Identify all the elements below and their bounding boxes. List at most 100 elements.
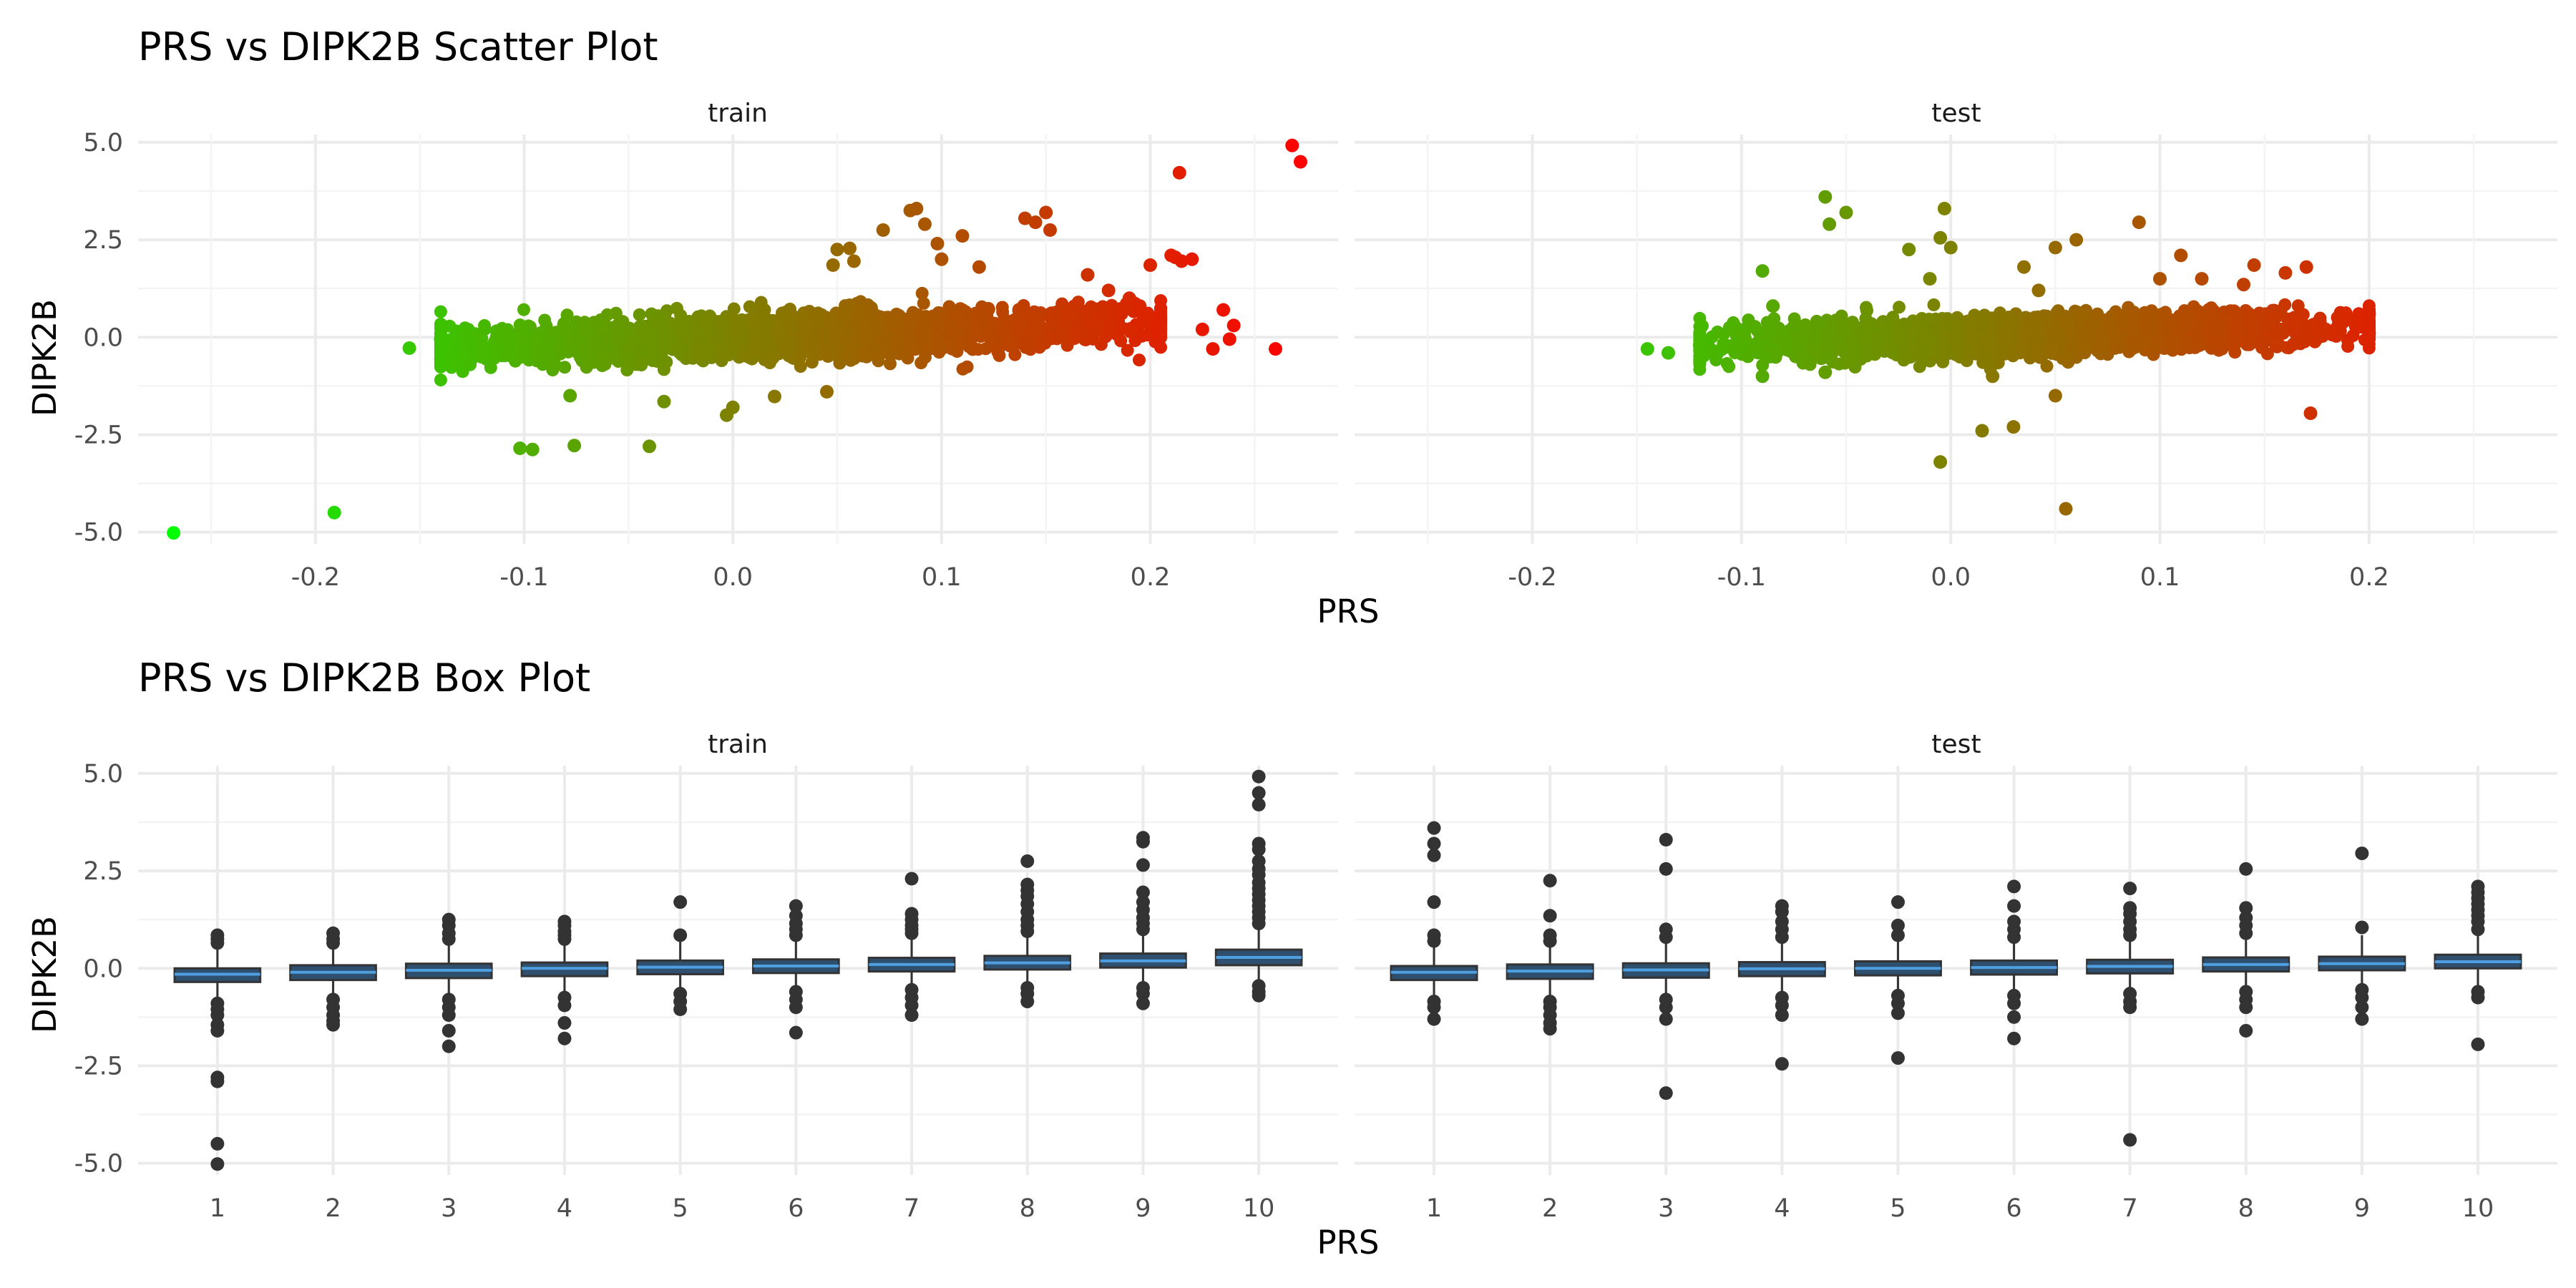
- y-tick-label: 0.0: [83, 955, 123, 983]
- x-tick-label: -0.2: [1508, 563, 1556, 592]
- scatter-point: [1993, 344, 2006, 358]
- box-train-y-ticks: 5.02.50.0-2.5-5.0: [74, 760, 123, 1179]
- scatter-point: [915, 286, 929, 300]
- scatter-point: [839, 299, 852, 313]
- scatter-point: [1755, 369, 1770, 384]
- scatter-point: [1087, 326, 1101, 339]
- scatter-point: [847, 254, 861, 268]
- box-outlier: [1252, 988, 1266, 1002]
- box-outlier: [2007, 1031, 2021, 1045]
- scatter-point: [1979, 356, 1993, 369]
- x-tick-label: 4: [1774, 1194, 1790, 1223]
- scatter-point: [1800, 323, 1813, 337]
- scatter-x-axis-title: PRS: [1317, 592, 1380, 630]
- scatter-point: [1084, 300, 1098, 313]
- scatter-point: [2177, 304, 2191, 318]
- box-outlier: [2239, 862, 2253, 876]
- scatter-point: [2051, 304, 2065, 318]
- scatter-point: [1787, 321, 1800, 334]
- scatter-point: [2362, 341, 2376, 355]
- scatter-point: [600, 308, 614, 321]
- scatter-point: [882, 346, 896, 360]
- box-outlier: [326, 1018, 341, 1032]
- scatter-point: [2303, 406, 2318, 420]
- scatter-point: [1734, 338, 1747, 351]
- scatter-point: [991, 345, 1005, 358]
- scatter-point: [1050, 332, 1063, 346]
- scatter-train-x-ticks: -0.2 -0.1 0.0 0.1 0.2: [291, 563, 1171, 592]
- x-tick-label: 7: [2122, 1194, 2138, 1223]
- scatter-point: [2181, 337, 2195, 351]
- scatter-point: [645, 307, 658, 321]
- scatter-strip-test: test: [1931, 99, 1981, 128]
- scatter-point: [869, 346, 882, 359]
- scatter-point: [633, 308, 646, 321]
- scatter-point: [2146, 312, 2160, 326]
- box-train-x-ticks: 1 2 3 4 5 6 7 8 9 10: [210, 1194, 1275, 1223]
- scatter-point: [995, 323, 1008, 336]
- scatter-point: [1216, 303, 1231, 317]
- scatter-point: [1821, 351, 1835, 364]
- scatter-point: [525, 442, 540, 457]
- scatter-point: [1030, 308, 1043, 322]
- scatter-point: [1975, 424, 1989, 438]
- scatter-point: [829, 323, 843, 336]
- box-outlier: [1020, 877, 1035, 892]
- y-tick-label: 2.5: [83, 226, 123, 255]
- x-tick-label: 0.1: [922, 563, 962, 592]
- scatter-point: [2291, 299, 2305, 313]
- box-outlier: [2355, 990, 2369, 1005]
- box-outlier: [2471, 990, 2485, 1005]
- scatter-point: [1122, 323, 1136, 336]
- y-tick-label: -2.5: [74, 1052, 123, 1080]
- scatter-point: [2228, 304, 2241, 318]
- scatter-point: [553, 347, 567, 361]
- box-panel-train: train 1 2 3 4 5 6 7 8 9 10 5.02.50.0-2.5-5.0: [74, 730, 1338, 1223]
- x-tick-label: 9: [2354, 1194, 2370, 1223]
- scatter-point: [753, 317, 766, 331]
- scatter-point: [1878, 328, 1891, 341]
- scatter-point: [2255, 336, 2268, 349]
- scatter-point: [1118, 303, 1132, 316]
- scatter-point: [2362, 307, 2376, 321]
- box-outlier: [2123, 882, 2137, 896]
- x-tick-label: 0.1: [2140, 563, 2180, 592]
- scatter-point: [1133, 353, 1146, 367]
- x-tick-label: 0.0: [713, 563, 753, 592]
- scatter-point: [657, 394, 671, 409]
- scatter-point: [2147, 348, 2160, 361]
- y-tick-label: -5.0: [74, 1150, 123, 1179]
- scatter-point: [464, 358, 477, 371]
- scatter-point: [2132, 215, 2146, 230]
- scatter-point: [434, 305, 447, 318]
- scatter-point: [2059, 502, 2073, 516]
- box-outlier: [1890, 895, 1905, 909]
- scatter-point: [922, 338, 936, 351]
- box-outlier: [1427, 821, 1441, 835]
- scatter-point: [1141, 310, 1155, 323]
- x-tick-label: 7: [904, 1194, 919, 1223]
- scatter-point: [1818, 190, 1833, 204]
- box-outlier: [210, 1074, 225, 1088]
- box-outlier: [1890, 1006, 1905, 1020]
- scatter-point: [1835, 321, 1849, 334]
- scatter-point: [2298, 329, 2312, 343]
- scatter-point: [2031, 283, 2046, 298]
- box-train-category-4: [520, 914, 609, 1045]
- scatter-chart: PRS vs DIPK2B Scatter Plot DIPK2B PRS tr…: [26, 24, 2557, 630]
- box-outlier: [2239, 910, 2253, 924]
- scatter-point: [1885, 345, 1899, 358]
- box-outlier: [1775, 1057, 1789, 1071]
- scatter-point: [660, 356, 673, 369]
- scatter-point: [2278, 298, 2292, 311]
- scatter-point: [768, 389, 781, 404]
- scatter-point: [811, 306, 825, 320]
- scatter-point: [820, 385, 834, 399]
- box-test-category-3: [1621, 833, 1710, 1101]
- scatter-point: [2341, 313, 2356, 327]
- scatter-point: [930, 237, 945, 250]
- scatter-point: [1741, 350, 1755, 364]
- scatter-point: [2278, 265, 2293, 280]
- scatter-point: [2062, 328, 2075, 341]
- scatter-point: [1174, 254, 1189, 268]
